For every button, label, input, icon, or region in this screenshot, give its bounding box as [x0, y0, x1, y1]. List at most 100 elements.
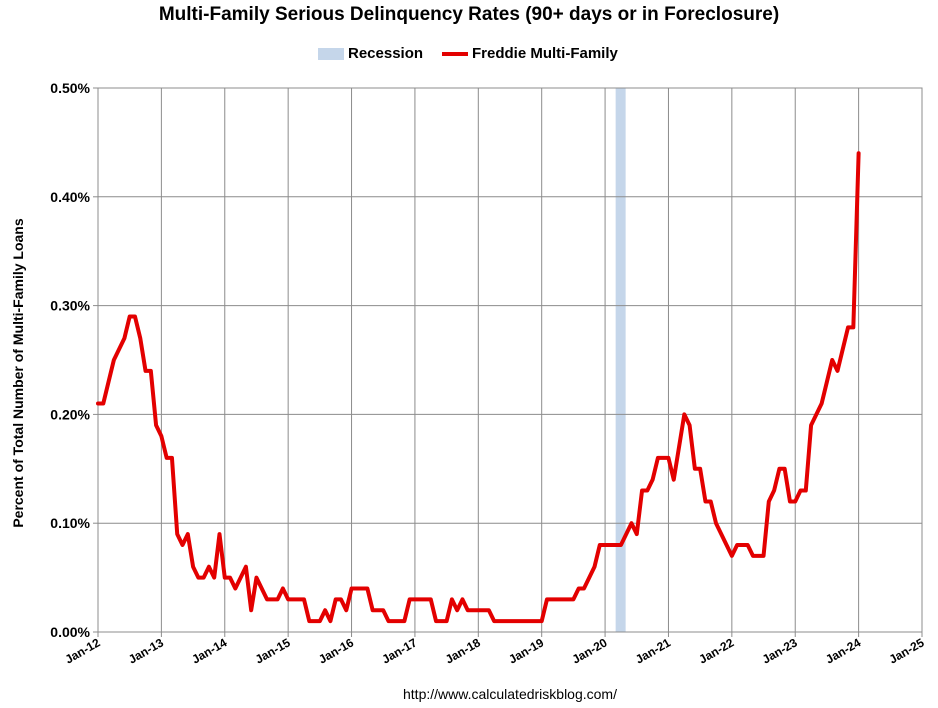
- data-point: [213, 576, 216, 579]
- data-point: [356, 587, 358, 590]
- data-point: [736, 544, 738, 546]
- data-point: [498, 620, 501, 622]
- data-point: [572, 598, 575, 601]
- data-point: [577, 587, 580, 590]
- data-point: [197, 576, 200, 579]
- data-point: [97, 402, 99, 405]
- data-point: [678, 446, 680, 448]
- data-point: [614, 544, 617, 546]
- x-tick-label: Jan-24: [823, 635, 863, 666]
- data-point: [731, 555, 733, 557]
- data-point: [102, 402, 105, 405]
- data-point: [292, 598, 295, 601]
- data-point: [794, 500, 797, 503]
- data-point: [841, 348, 844, 350]
- data-point: [688, 424, 691, 427]
- data-point: [250, 609, 252, 612]
- data-point: [551, 598, 554, 601]
- data-point: [741, 544, 744, 546]
- data-point: [208, 565, 210, 568]
- data-point: [852, 326, 855, 329]
- data-point: [271, 598, 274, 601]
- x-tick-label: Jan-20: [570, 635, 610, 666]
- data-point: [234, 587, 237, 590]
- data-point: [181, 544, 184, 546]
- data-point: [725, 544, 728, 546]
- data-point: [324, 609, 326, 612]
- data-point: [118, 348, 120, 350]
- source-credit: http://www.calculatedriskblog.com/: [403, 686, 617, 702]
- data-point: [345, 609, 348, 612]
- data-point: [392, 620, 395, 622]
- data-point: [831, 359, 834, 361]
- y-tick-label: 0.20%: [50, 406, 90, 422]
- data-point: [525, 620, 527, 622]
- data-point: [609, 544, 612, 546]
- x-tick-label: Jan-15: [253, 635, 293, 666]
- data-point: [218, 533, 221, 535]
- data-point: [588, 576, 591, 579]
- data-point: [662, 457, 664, 459]
- data-point: [350, 587, 353, 590]
- data-point: [672, 478, 675, 481]
- x-tick-label: Jan-18: [443, 635, 483, 666]
- data-point: [540, 620, 543, 622]
- data-point: [266, 598, 268, 601]
- x-tick-label: Jan-13: [126, 635, 166, 666]
- legend-swatch-recession: [318, 47, 344, 60]
- x-tick-label: Jan-12: [63, 635, 103, 666]
- data-point: [530, 620, 532, 622]
- data-point: [435, 620, 437, 622]
- data-point: [562, 598, 564, 601]
- legend-item-recession: Recession: [318, 45, 423, 62]
- data-point: [847, 326, 849, 329]
- legend-item-freddie: Freddie Multi-Family: [442, 45, 618, 62]
- data-point: [176, 533, 179, 535]
- data-point: [451, 598, 453, 601]
- data-point: [429, 598, 432, 601]
- data-point: [150, 370, 152, 372]
- data-point: [694, 468, 696, 470]
- data-point: [519, 620, 522, 622]
- data-point: [260, 587, 263, 590]
- data-point: [810, 424, 812, 427]
- data-point: [514, 620, 517, 622]
- data-point: [646, 489, 649, 492]
- data-point: [752, 555, 754, 557]
- data-point: [820, 402, 823, 405]
- data-point: [171, 457, 173, 459]
- data-point: [229, 576, 231, 579]
- data-point: [419, 598, 422, 601]
- data-point: [493, 620, 495, 622]
- y-tick-label: 0.40%: [50, 189, 90, 205]
- x-tick-label: Jan-17: [379, 635, 419, 666]
- data-point: [778, 468, 781, 470]
- data-point: [297, 598, 300, 601]
- data-point: [223, 576, 226, 579]
- data-point: [667, 457, 670, 459]
- data-point: [630, 522, 633, 524]
- data-point: [583, 587, 585, 590]
- legend-label-recession: Recession: [348, 45, 424, 62]
- data-point: [709, 500, 712, 503]
- data-point: [466, 609, 469, 612]
- x-tick-label: Jan-25: [887, 635, 927, 666]
- data-point: [789, 500, 791, 503]
- data-point: [139, 337, 142, 340]
- x-tick-label: Jan-16: [316, 635, 356, 666]
- data-point: [113, 359, 115, 361]
- data-point: [657, 457, 659, 459]
- data-point: [699, 468, 701, 470]
- data-point: [366, 587, 369, 590]
- data-point: [387, 620, 390, 622]
- data-point: [746, 544, 749, 546]
- data-point: [773, 489, 775, 492]
- data-point: [186, 533, 189, 535]
- data-point: [620, 544, 622, 546]
- data-point: [414, 598, 416, 601]
- data-point: [456, 609, 458, 612]
- y-tick-label: 0.30%: [50, 298, 90, 314]
- data-point: [757, 555, 760, 557]
- data-point: [144, 370, 147, 372]
- data-point: [160, 435, 163, 437]
